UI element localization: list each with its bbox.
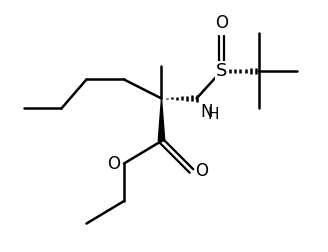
Text: S: S [216, 62, 227, 80]
Text: H: H [207, 108, 218, 122]
Text: O: O [195, 162, 208, 180]
Text: N: N [200, 104, 213, 121]
Text: O: O [215, 14, 228, 33]
Text: O: O [108, 154, 120, 173]
Polygon shape [158, 99, 165, 141]
